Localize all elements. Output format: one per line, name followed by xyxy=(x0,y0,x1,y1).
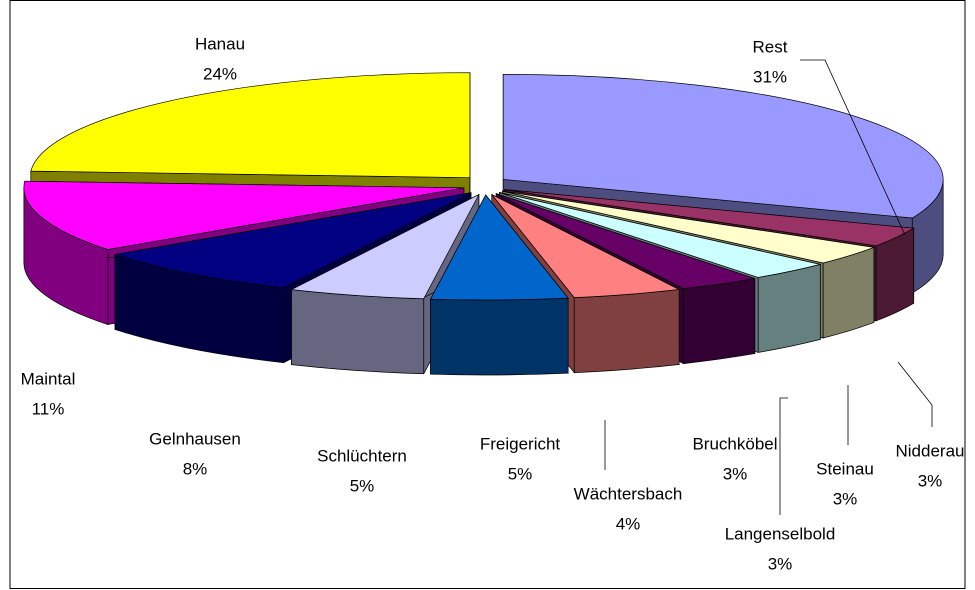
slice-value-label: 4% xyxy=(616,514,641,533)
slice-value-label: 11% xyxy=(32,399,65,418)
slice-label: Gelnhausen xyxy=(149,429,241,448)
slice-top xyxy=(30,72,471,179)
slice-label: Wächtersbach xyxy=(574,484,683,503)
slice-value-label: 5% xyxy=(508,464,533,483)
slice-wall xyxy=(573,289,680,374)
slice-top xyxy=(502,190,876,264)
slice-value-label: 24% xyxy=(203,64,237,83)
slice-value-label: 3% xyxy=(918,471,943,490)
slice-top xyxy=(504,189,915,247)
slice-top xyxy=(429,194,569,301)
slice-label: Steinau xyxy=(816,459,874,478)
slice-label: Schlüchtern xyxy=(317,446,407,465)
slice-top xyxy=(502,74,944,219)
slice-wall xyxy=(683,278,756,365)
pie-slice xyxy=(429,193,569,376)
leader-line xyxy=(779,397,788,515)
slice-value-label: 5% xyxy=(350,476,375,495)
slice-label: Freigericht xyxy=(480,434,561,453)
slice-label: Rest xyxy=(753,37,788,56)
slice-top xyxy=(491,194,681,299)
pie-slice xyxy=(290,193,480,375)
slice-value-label: 3% xyxy=(833,489,858,508)
slice-top xyxy=(499,192,821,278)
slice-wall xyxy=(430,297,569,376)
slice-value-label: 8% xyxy=(183,459,208,478)
leader-line xyxy=(897,361,933,427)
slice-label: Bruchköbel xyxy=(692,434,777,453)
slice-top xyxy=(114,192,472,289)
leader-line xyxy=(800,59,906,236)
slice-value-label: 3% xyxy=(723,464,748,483)
slice-value-label: 3% xyxy=(768,554,793,573)
slice-wall xyxy=(757,263,821,353)
slice-value-label: 31% xyxy=(753,67,787,86)
slice-label: Nidderau xyxy=(896,441,965,460)
slice-top xyxy=(290,193,480,300)
slice-wall xyxy=(291,289,425,375)
slice-label: Hanau xyxy=(195,34,245,53)
slice-top xyxy=(496,193,755,289)
slice-label: Langenselbold xyxy=(725,524,836,543)
slice-label: Maintal xyxy=(21,369,76,388)
slice-top xyxy=(23,180,464,250)
